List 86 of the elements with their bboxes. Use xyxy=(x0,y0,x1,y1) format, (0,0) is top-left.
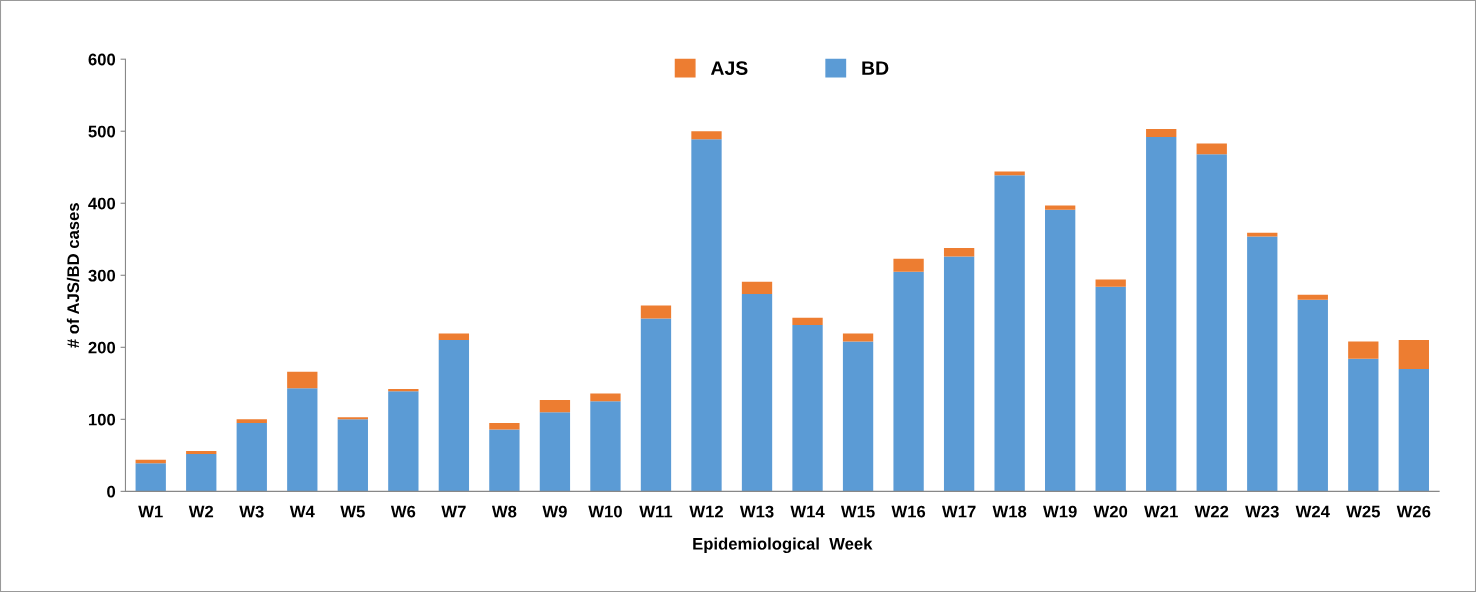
bar xyxy=(1095,279,1126,287)
bar xyxy=(842,341,874,492)
bar xyxy=(1297,299,1328,492)
x-tick-label: W4 xyxy=(289,505,315,518)
bar xyxy=(1196,154,1227,492)
bar xyxy=(438,333,470,341)
bar xyxy=(590,401,621,492)
x-tick-label: W8 xyxy=(491,505,517,518)
bar xyxy=(337,419,368,492)
y-tick-label: 100 xyxy=(88,413,116,426)
bar xyxy=(1095,286,1126,492)
bar xyxy=(691,131,722,140)
bar xyxy=(489,429,520,492)
bar xyxy=(1348,358,1379,492)
x-tick-label: W2 xyxy=(188,505,214,518)
bar xyxy=(236,419,267,423)
bar xyxy=(1146,136,1177,492)
bar xyxy=(1398,340,1429,369)
bar xyxy=(539,399,571,413)
x-tick-label: W1 xyxy=(138,505,163,518)
bar xyxy=(741,281,773,295)
bar xyxy=(943,247,975,257)
bar xyxy=(792,317,823,325)
bar xyxy=(1196,143,1227,155)
bar xyxy=(489,422,520,430)
y-tick-label: 500 xyxy=(88,125,116,138)
legend-label: AJS xyxy=(710,61,748,75)
bar xyxy=(691,139,722,492)
x-tick-label: W26 xyxy=(1396,505,1431,518)
x-tick-label: W16 xyxy=(891,505,926,518)
bar xyxy=(1045,209,1076,492)
bar xyxy=(287,371,318,389)
x-tick-label: W24 xyxy=(1295,505,1330,518)
bar xyxy=(1297,294,1328,300)
x-tick-label: W17 xyxy=(942,505,976,518)
bar xyxy=(994,175,1025,492)
bar xyxy=(539,412,571,492)
bar xyxy=(1348,341,1379,359)
x-tick-label: W7 xyxy=(441,505,466,518)
y-tick-label: 600 xyxy=(88,53,116,66)
bar xyxy=(1398,368,1429,492)
bar xyxy=(287,388,318,492)
bar xyxy=(943,256,975,492)
bar xyxy=(640,318,672,492)
bar xyxy=(893,271,924,492)
bar xyxy=(842,333,874,342)
x-tick-label: W12 xyxy=(689,505,723,518)
x-tick-label: W13 xyxy=(739,505,774,518)
x-tick-label: W15 xyxy=(840,505,875,518)
y-tick-label: 300 xyxy=(88,269,116,282)
x-tick-label: W9 xyxy=(542,505,567,518)
bar xyxy=(1146,129,1177,137)
x-tick-label: W25 xyxy=(1346,505,1380,518)
y-tick-label: 400 xyxy=(88,197,116,210)
bar xyxy=(741,294,773,492)
legend-label: BD xyxy=(862,61,889,75)
x-tick-label: W21 xyxy=(1144,505,1178,518)
bar xyxy=(893,258,924,272)
x-tick-label: W14 xyxy=(790,505,825,518)
x-axis-title: Epidemiological Week xyxy=(693,537,873,554)
x-tick-label: W10 xyxy=(588,505,622,518)
x-tick-label: W5 xyxy=(340,505,365,518)
bar xyxy=(1045,205,1076,210)
x-tick-label: W3 xyxy=(239,505,264,518)
x-tick-label: W19 xyxy=(1043,505,1077,518)
bar xyxy=(337,417,368,420)
x-tick-label: W11 xyxy=(639,505,673,518)
bar xyxy=(792,324,823,492)
bar xyxy=(186,451,217,454)
y-tick-label: 200 xyxy=(88,341,116,354)
x-tick-label: W18 xyxy=(992,505,1027,518)
bar xyxy=(1247,236,1278,492)
x-tick-label: W22 xyxy=(1194,505,1229,518)
bar xyxy=(186,453,217,492)
x-tick-label: W6 xyxy=(390,505,416,518)
x-tick-label: W20 xyxy=(1093,505,1128,518)
x-tick-label: W23 xyxy=(1245,505,1279,518)
bar xyxy=(388,389,419,392)
bar xyxy=(438,340,470,492)
bar xyxy=(640,305,672,319)
y-tick-label: 0 xyxy=(107,485,116,498)
bar xyxy=(236,422,267,492)
bar xyxy=(135,463,166,492)
y-axis-title: # of AJS/BD cases xyxy=(66,203,80,348)
bar xyxy=(590,393,621,402)
bar xyxy=(388,391,419,492)
